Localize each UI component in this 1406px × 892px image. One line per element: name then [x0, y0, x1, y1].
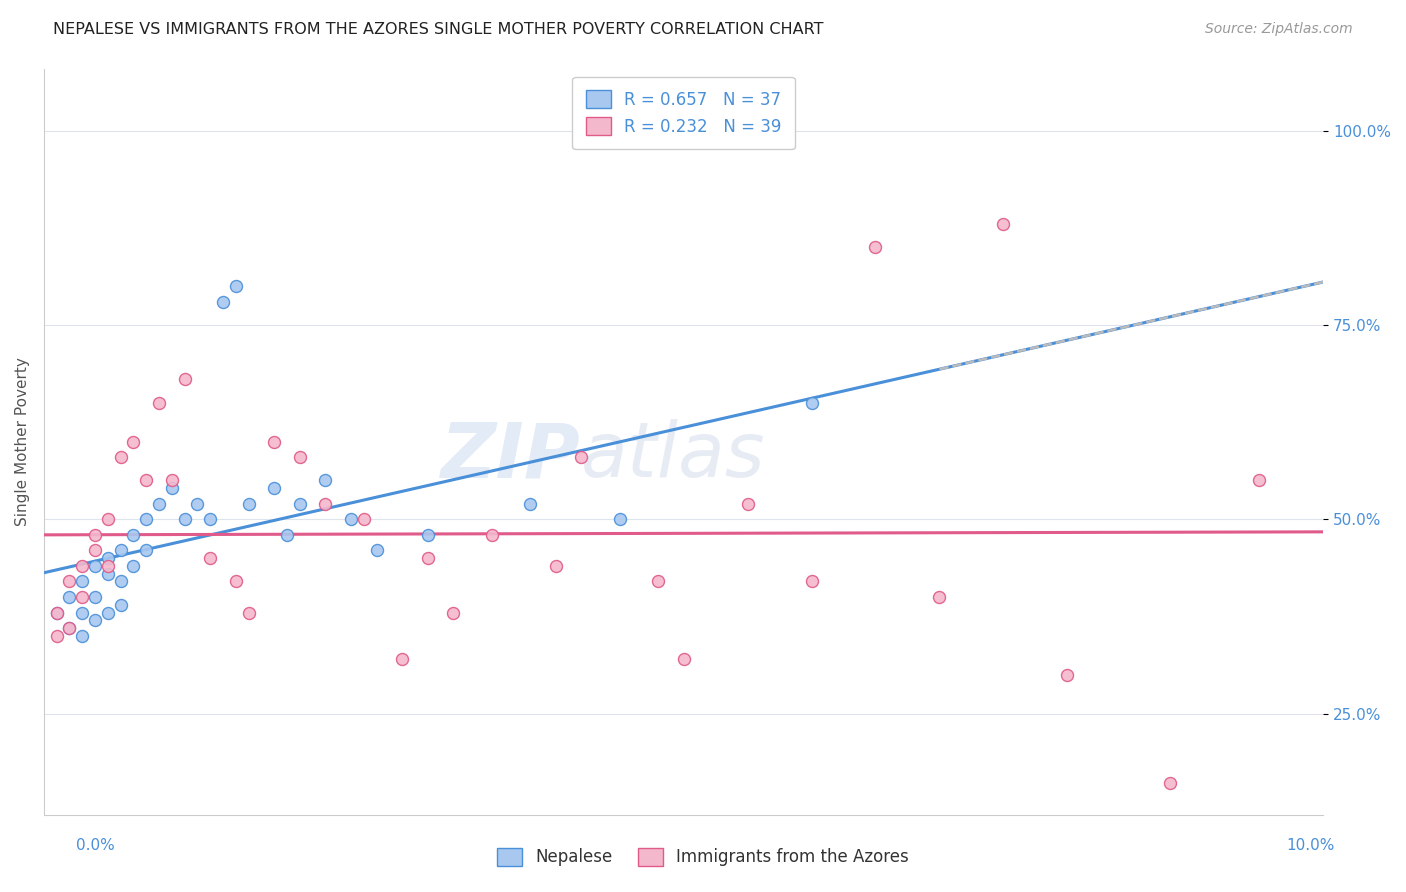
- Text: NEPALESE VS IMMIGRANTS FROM THE AZORES SINGLE MOTHER POVERTY CORRELATION CHART: NEPALESE VS IMMIGRANTS FROM THE AZORES S…: [53, 22, 824, 37]
- Point: [97, 566, 120, 581]
- Point: [58, 590, 80, 604]
- Point: [353, 512, 375, 526]
- Point: [200, 512, 222, 526]
- Point: [340, 512, 363, 526]
- Legend: Nepalese, Immigrants from the Azores: Nepalese, Immigrants from the Azores: [491, 841, 915, 873]
- Point: [97, 558, 120, 573]
- Text: ZIP: ZIP: [441, 419, 581, 493]
- Point: [97, 551, 120, 566]
- Point: [135, 543, 157, 558]
- Point: [135, 512, 157, 526]
- Point: [288, 450, 311, 464]
- Point: [45, 606, 67, 620]
- Text: 0.0%: 0.0%: [76, 838, 115, 853]
- Point: [519, 497, 541, 511]
- Point: [45, 629, 67, 643]
- Point: [84, 528, 107, 542]
- Point: [97, 512, 120, 526]
- Point: [225, 279, 247, 293]
- Point: [72, 574, 94, 589]
- Point: [72, 606, 94, 620]
- Point: [110, 450, 132, 464]
- Point: [672, 652, 695, 666]
- Point: [569, 450, 592, 464]
- Point: [200, 551, 222, 566]
- Point: [314, 474, 336, 488]
- Point: [481, 528, 503, 542]
- Point: [135, 474, 157, 488]
- Point: [122, 558, 145, 573]
- Point: [263, 434, 285, 449]
- Point: [148, 395, 170, 409]
- Point: [72, 590, 94, 604]
- Point: [441, 606, 464, 620]
- Point: [800, 395, 823, 409]
- Point: [225, 574, 247, 589]
- Point: [58, 621, 80, 635]
- Point: [160, 481, 183, 495]
- Point: [148, 497, 170, 511]
- Point: [84, 543, 107, 558]
- Point: [1159, 776, 1181, 790]
- Y-axis label: Single Mother Poverty: Single Mother Poverty: [15, 357, 30, 526]
- Point: [737, 497, 759, 511]
- Point: [416, 551, 439, 566]
- Point: [58, 621, 80, 635]
- Point: [993, 217, 1015, 231]
- Point: [800, 574, 823, 589]
- Point: [416, 528, 439, 542]
- Legend: R = 0.657   N = 37, R = 0.232   N = 39: R = 0.657 N = 37, R = 0.232 N = 39: [572, 77, 794, 149]
- Point: [238, 606, 260, 620]
- Point: [45, 606, 67, 620]
- Point: [276, 528, 298, 542]
- Point: [84, 558, 107, 573]
- Point: [84, 613, 107, 627]
- Point: [173, 372, 195, 386]
- Point: [263, 481, 285, 495]
- Point: [97, 606, 120, 620]
- Point: [160, 474, 183, 488]
- Point: [238, 497, 260, 511]
- Point: [212, 294, 235, 309]
- Point: [647, 574, 669, 589]
- Point: [110, 598, 132, 612]
- Text: atlas: atlas: [581, 419, 766, 493]
- Point: [72, 629, 94, 643]
- Point: [544, 558, 567, 573]
- Point: [865, 240, 887, 254]
- Text: 10.0%: 10.0%: [1286, 838, 1334, 853]
- Point: [58, 574, 80, 589]
- Point: [288, 497, 311, 511]
- Text: Source: ZipAtlas.com: Source: ZipAtlas.com: [1205, 22, 1353, 37]
- Point: [173, 512, 195, 526]
- Point: [928, 590, 950, 604]
- Point: [72, 558, 94, 573]
- Point: [314, 497, 336, 511]
- Point: [391, 652, 413, 666]
- Point: [122, 434, 145, 449]
- Point: [110, 543, 132, 558]
- Point: [1249, 474, 1271, 488]
- Point: [110, 574, 132, 589]
- Point: [609, 512, 631, 526]
- Point: [366, 543, 388, 558]
- Point: [1056, 667, 1078, 681]
- Point: [84, 590, 107, 604]
- Point: [122, 528, 145, 542]
- Point: [186, 497, 208, 511]
